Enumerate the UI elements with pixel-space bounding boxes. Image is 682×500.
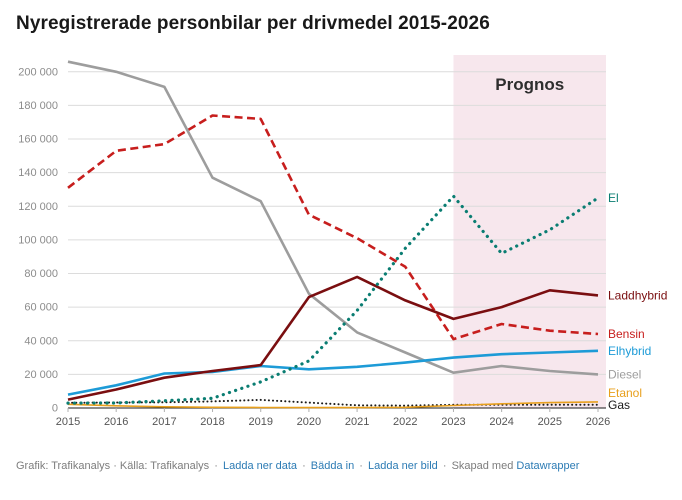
footer-link-embed[interactable]: Bädda in: [310, 460, 355, 472]
series-label-diesel: Diesel: [608, 367, 641, 381]
footer-separator: ·: [302, 460, 306, 472]
series-label-etanol: Etanol: [608, 386, 642, 400]
x-axis-label: 2015: [56, 416, 80, 428]
series-label-bensin: Bensin: [608, 327, 645, 341]
x-axis-label: 2018: [200, 416, 224, 428]
y-axis-label: 160 000: [18, 134, 58, 146]
forecast-band: [453, 55, 606, 408]
series-line-gas: [67, 398, 599, 407]
series-label-gas: Gas: [608, 398, 630, 412]
series-line-bensin: [67, 114, 599, 341]
x-axis-label: 2022: [393, 416, 417, 428]
series-line-elhybrid: [67, 349, 599, 396]
x-axis-label: 2021: [345, 416, 369, 428]
forecast-label: Prognos: [495, 75, 564, 94]
footer-credit: Grafik: Trafikanalys · Källa: Trafikanal…: [16, 460, 210, 472]
x-axis-label: 2024: [489, 416, 513, 428]
x-axis-label: 2016: [104, 416, 128, 428]
y-axis-label: 80 000: [24, 268, 58, 280]
series-label-elhybrid: Elhybrid: [608, 344, 651, 358]
chart-footer: Grafik: Trafikanalys · Källa: Trafikanal…: [16, 460, 672, 472]
footer-link-download-image[interactable]: Ladda ner bild: [368, 460, 438, 472]
y-axis-label: 200 000: [18, 66, 58, 78]
footer-created-with: Skapad med: [451, 460, 514, 472]
footer-link-datawrapper[interactable]: Datawrapper: [516, 460, 580, 472]
x-axis-label: 2025: [538, 416, 562, 428]
footer-separator: ·: [214, 460, 218, 472]
y-axis-label: 180 000: [18, 100, 58, 112]
footer-link-download-data[interactable]: Ladda ner data: [222, 460, 297, 472]
y-axis-label: 140 000: [18, 167, 58, 179]
y-axis-label: 0: [52, 403, 58, 415]
y-axis-label: 100 000: [18, 234, 58, 246]
series-label-laddhybrid: Laddhybrid: [608, 288, 667, 302]
series-line-el: [66, 194, 600, 405]
x-axis-label: 2020: [297, 416, 321, 428]
series-line-diesel: [67, 60, 599, 376]
x-axis-label: 2017: [152, 416, 176, 428]
x-axis-label: 2019: [248, 416, 272, 428]
series-line-laddhybrid: [67, 275, 599, 401]
footer-separator: ·: [359, 460, 363, 472]
x-axis-label: 2023: [441, 416, 465, 428]
x-axis-label: 2026: [586, 416, 610, 428]
line-chart: 0 20 000 40 000 60 000 80 000 100 000 120 000 1…: [18, 55, 667, 428]
y-axis-label: 20 000: [24, 369, 58, 381]
footer-separator: ·: [442, 460, 447, 472]
series-line-etanol: [67, 401, 599, 409]
y-axis-label: 40 000: [24, 335, 58, 347]
y-axis-label: 120 000: [18, 201, 58, 213]
series-label-el: El: [608, 191, 619, 205]
y-axis-label: 60 000: [24, 302, 58, 314]
chart-title: Nyregistrerade personbilar per drivmedel…: [16, 13, 490, 34]
